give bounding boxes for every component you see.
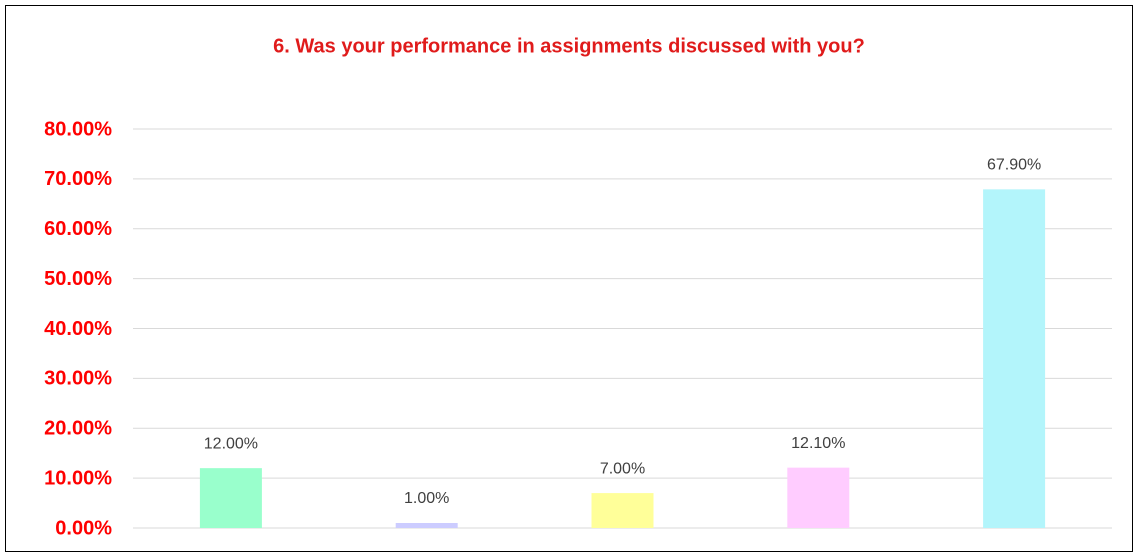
bar [591,493,654,528]
data-label: 7.00% [600,460,645,477]
bar [395,523,458,528]
y-tick-label: 50.00% [44,268,112,290]
y-tick-label: 70.00% [44,168,112,190]
y-tick-label: 60.00% [44,218,112,240]
data-label: 67.90% [987,157,1041,174]
y-tick-label: 20.00% [44,418,112,440]
data-label: 12.00% [204,435,258,452]
data-label: 1.00% [404,490,449,507]
y-tick-label: 0.00% [55,517,112,539]
y-tick-label: 80.00% [44,118,112,140]
y-tick-label: 30.00% [44,368,112,390]
bar [983,189,1046,528]
data-label: 12.10% [791,435,845,452]
y-tick-label: 40.00% [44,318,112,340]
chart-title: 6. Was your performance in assignments d… [273,35,865,57]
bar [199,468,262,528]
bar [787,467,850,528]
y-tick-label: 10.00% [44,467,112,489]
